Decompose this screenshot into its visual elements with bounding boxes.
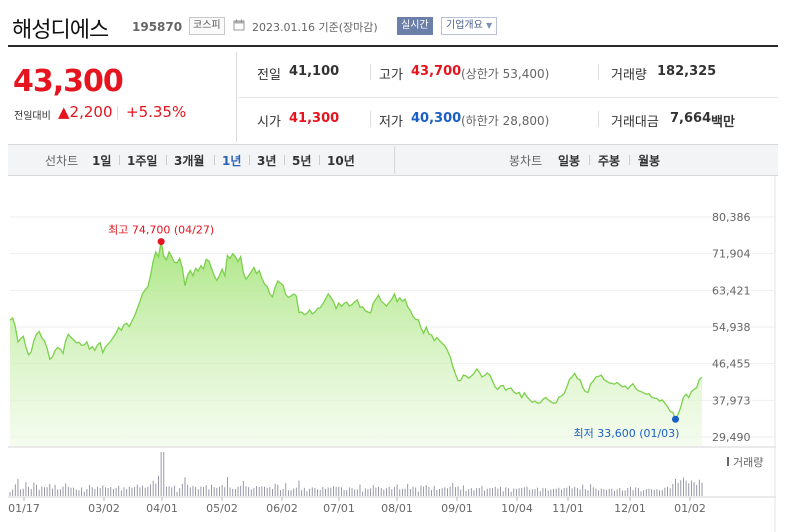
volume-label: 거래량 — [733, 456, 763, 469]
volume-legend-icon — [727, 457, 729, 466]
period-5[interactable]: 5년 — [292, 154, 312, 168]
realtime-button[interactable]: 실시간 — [397, 17, 433, 35]
x-tick-label: 07/01 — [323, 502, 355, 515]
volume-value: 182,325 — [657, 64, 717, 79]
change-label: 전일대비 — [14, 111, 51, 122]
divider — [370, 64, 371, 80]
divider — [214, 155, 215, 165]
candle-2[interactable]: 월봉 — [638, 154, 661, 168]
min-label: 최저 33,600 (01/03) — [573, 427, 679, 440]
candle-0[interactable]: 일봉 — [558, 154, 581, 168]
divider — [166, 155, 167, 165]
low-value: 40,300 — [411, 111, 462, 126]
divider — [249, 155, 250, 165]
price-line — [9, 241, 703, 421]
price-change-percent: +5.35% — [126, 103, 187, 121]
prev-close-value: 41,100 — [289, 64, 340, 79]
open-value: 41,300 — [289, 111, 340, 126]
x-axis: 01/17 03/02 04/01 05/02 06/02 07/01 08/01 09/01… — [8, 497, 706, 515]
current-price: 43,300 — [13, 64, 124, 99]
divider — [284, 155, 285, 165]
calendar-icon — [233, 19, 245, 31]
amount-value: 7,664 — [670, 111, 712, 126]
line-chart-label: 선차트 — [45, 154, 79, 168]
x-tick-label: 05/02 — [206, 502, 238, 515]
divider — [119, 155, 120, 165]
stock-name: 해성디에스 — [12, 18, 109, 43]
price-chart: 80,386 71,904 63,421 54,938 46,455 37,973 29,4… — [8, 176, 776, 532]
divider — [236, 52, 237, 142]
y-tick-label: 63,421 — [712, 284, 751, 297]
period-0[interactable]: 1일 — [92, 154, 112, 168]
x-tick-label: 10/04 — [501, 502, 533, 515]
header-divider — [8, 45, 778, 47]
y-tick-label: 71,904 — [712, 248, 751, 261]
price-change: ▲2,200 — [58, 103, 113, 121]
y-axis: 80,386 71,904 63,421 54,938 46,455 37,973 29,4… — [712, 211, 751, 444]
x-tick-label: 01/02 — [674, 502, 706, 515]
x-tick-label: 03/02 — [88, 502, 120, 515]
divider — [598, 64, 599, 80]
volume-label: 거래량 — [611, 68, 647, 83]
market-badge: 코스피 — [189, 17, 225, 35]
min-marker — [671, 415, 679, 423]
company-overview-dropdown[interactable]: 기업개요 ▼ — [441, 17, 498, 35]
y-tick-label: 37,973 — [712, 394, 751, 407]
x-tick-label: 11/01 — [552, 502, 584, 515]
max-marker — [157, 238, 165, 246]
chevron-down-icon: ▼ — [486, 21, 493, 30]
candle-1[interactable]: 주봉 — [598, 154, 621, 168]
y-tick-label: 54,938 — [712, 321, 751, 334]
price-area — [10, 241, 702, 446]
stock-code: 195870 — [132, 20, 183, 34]
high-value: 43,700 — [411, 64, 462, 79]
x-tick-label: 01/17 — [8, 502, 40, 515]
divider — [117, 106, 118, 120]
y-tick-label: 80,386 — [712, 211, 751, 224]
max-label: 최고 74,700 (04/27) — [108, 224, 214, 237]
divider — [370, 111, 371, 127]
divider — [394, 146, 395, 174]
amount-label: 거래대금 — [611, 115, 659, 130]
divider — [238, 97, 778, 98]
x-tick-label: 04/01 — [146, 502, 178, 515]
amount-unit: 백만 — [711, 115, 735, 130]
volume-bars: 거래량 — [9, 452, 763, 496]
x-tick-label: 08/01 — [381, 502, 413, 515]
candle-chart-label: 봉차트 — [509, 154, 543, 168]
period-toolbar — [8, 144, 778, 176]
divider — [319, 155, 320, 165]
period-3[interactable]: 1년 — [222, 154, 242, 168]
divider — [589, 155, 590, 165]
x-tick-label: 12/01 — [614, 502, 646, 515]
divider — [629, 155, 630, 165]
period-2[interactable]: 3개월 — [174, 154, 205, 168]
low-label: 저가 — [379, 115, 403, 130]
x-tick-label: 09/01 — [441, 502, 473, 515]
high-label: 고가 — [379, 68, 403, 83]
x-tick-label: 06/02 — [266, 502, 298, 515]
y-tick-label: 46,455 — [712, 358, 751, 371]
y-tick-label: 29,490 — [712, 431, 751, 444]
company-overview-label: 기업개요 — [446, 20, 483, 31]
divider — [598, 111, 599, 127]
lower-limit: (하한가 28,800) — [461, 114, 550, 128]
period-1[interactable]: 1주일 — [127, 154, 158, 168]
upper-limit: (상한가 53,400) — [461, 67, 550, 81]
period-6[interactable]: 10년 — [327, 154, 355, 168]
period-4[interactable]: 3년 — [257, 154, 277, 168]
up-arrow-icon: ▲ — [58, 103, 70, 121]
open-label: 시가 — [257, 115, 281, 130]
price-change-value: 2,200 — [69, 103, 113, 121]
date-basis: 2023.01.16 기준(장마감) — [252, 21, 378, 34]
prev-close-label: 전일 — [257, 68, 281, 83]
